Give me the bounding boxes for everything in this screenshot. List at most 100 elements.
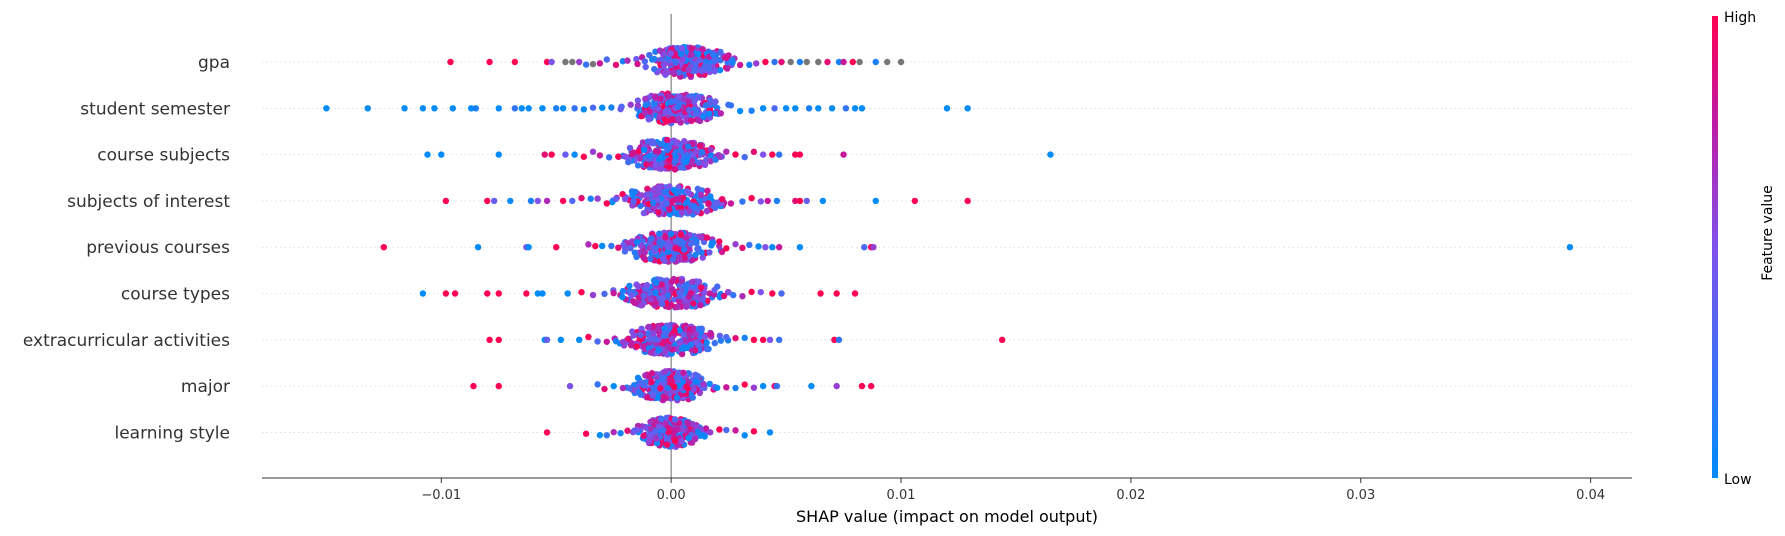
data-point [569, 197, 576, 205]
data-point [603, 338, 610, 345]
data-point [759, 382, 767, 390]
data-point [647, 425, 655, 432]
data-point [661, 188, 668, 196]
data-point [566, 382, 574, 390]
data-point [627, 245, 634, 252]
data-point [739, 293, 746, 300]
x-tick-label: 0.03 [1346, 488, 1375, 503]
data-point [676, 339, 684, 347]
data-point [663, 436, 671, 443]
data-point [548, 58, 555, 66]
data-point [630, 198, 637, 205]
data-point [741, 153, 748, 161]
data-point [657, 165, 665, 172]
data-point [603, 200, 610, 207]
data-point [525, 244, 532, 251]
data-point [619, 190, 626, 198]
data-point [712, 110, 719, 117]
data-point [649, 392, 657, 400]
data-point [685, 331, 693, 338]
data-point [660, 338, 668, 345]
data-point [486, 58, 493, 66]
data-point [685, 293, 693, 301]
data-point [687, 341, 695, 348]
data-point [1047, 151, 1054, 158]
data-point [771, 58, 778, 66]
data-point [451, 290, 459, 297]
data-point [659, 375, 667, 382]
data-point [585, 241, 592, 248]
data-point [323, 105, 330, 112]
data-point [665, 144, 672, 152]
data-point [603, 56, 610, 63]
data-point [664, 441, 671, 448]
data-point [676, 327, 683, 334]
data-point [697, 67, 704, 74]
data-point [539, 105, 546, 112]
data-point [835, 58, 843, 66]
data-point [569, 58, 576, 66]
data-point [725, 289, 732, 296]
data-point [612, 195, 620, 203]
data-point [964, 105, 971, 112]
data-point [716, 426, 723, 433]
data-point [557, 336, 565, 343]
data-point [773, 382, 781, 390]
data-point [640, 292, 647, 299]
data-point [849, 58, 856, 66]
data-point [675, 196, 682, 203]
data-point [592, 242, 599, 250]
data-point [582, 430, 590, 437]
data-point [689, 420, 696, 428]
data-point [796, 197, 804, 205]
data-point [424, 151, 431, 158]
data-point [683, 199, 691, 206]
data-point [655, 423, 663, 430]
data-point [671, 437, 679, 445]
data-point [682, 234, 690, 241]
data-point [582, 61, 590, 68]
data-point [687, 51, 695, 58]
colorbar-high-label: High [1724, 10, 1756, 26]
data-point [713, 199, 721, 206]
data-point [717, 337, 725, 344]
data-point [732, 427, 739, 434]
data-point [495, 336, 502, 343]
data-point [897, 58, 905, 66]
data-point [840, 151, 847, 158]
data-point [589, 104, 597, 111]
data-point [641, 249, 649, 256]
data-point [727, 200, 735, 207]
data-point [601, 385, 608, 393]
data-point [646, 108, 653, 115]
data-point [750, 428, 758, 435]
data-point [589, 60, 597, 68]
data-point [690, 385, 697, 393]
data-point [401, 105, 408, 112]
colorbar: High Low Feature value [1712, 10, 1776, 488]
data-point [634, 162, 642, 169]
data-point [671, 383, 678, 391]
data-point [511, 105, 519, 112]
data-point [599, 242, 606, 250]
data-point [851, 105, 859, 112]
data-point [640, 209, 648, 217]
data-point [467, 105, 475, 112]
data-point [660, 294, 667, 302]
data-point [637, 331, 644, 339]
data-point [596, 152, 604, 159]
x-tick-label: 0.04 [1576, 488, 1605, 503]
data-point [668, 336, 676, 343]
data-point [701, 333, 709, 341]
data-point [792, 105, 799, 112]
data-point [559, 197, 567, 205]
data-point [662, 234, 669, 241]
data-point [690, 300, 697, 307]
data-point [861, 244, 868, 251]
data-point [691, 98, 698, 105]
data-point [684, 188, 692, 196]
data-point [657, 95, 664, 102]
data-point [719, 195, 726, 203]
data-point [699, 46, 706, 53]
data-point [835, 336, 843, 343]
